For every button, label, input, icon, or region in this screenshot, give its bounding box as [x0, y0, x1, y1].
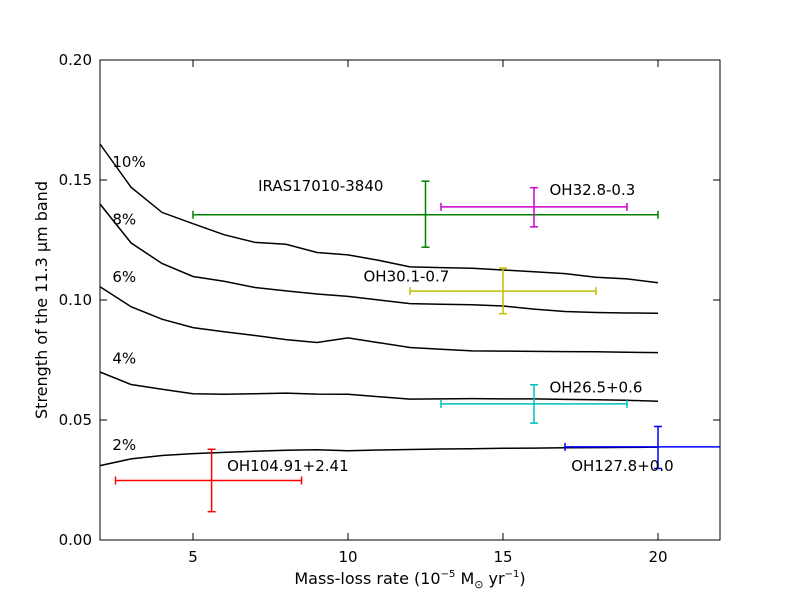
point-oh30-1-0-7: OH30.1-0.7	[364, 267, 597, 315]
curve-label: 4%	[112, 350, 136, 368]
x-axis-title: Mass-loss rate (10−5 M⊙ yr−1)	[294, 569, 525, 591]
point-oh32-8-0-3: OH32.8-0.3	[440, 181, 636, 228]
point-oh104-91-2-41: OH104.91+2.41	[114, 448, 349, 513]
curve-label: 10%	[112, 153, 145, 171]
point-oh127-8-0-0: OH127.8+0.0	[564, 425, 720, 475]
x-axis-title-main: Mass-loss rate (10	[294, 569, 440, 588]
x-axis-title-exponent: −5	[441, 569, 456, 580]
curve-8pct	[99, 203, 659, 314]
x-axis-title-sun-symbol: ⊙	[474, 578, 483, 591]
curve-label: 2%	[112, 436, 136, 454]
curve-label: 6%	[112, 268, 136, 286]
x-tick-label: 15	[493, 548, 512, 566]
x-axis-title-close: )	[519, 569, 525, 588]
curve-label: 8%	[112, 210, 136, 228]
point-label: OH127.8+0.0	[571, 457, 673, 475]
axes: 5 10 15 20 0.00 0.05 0.10 0.15 0.20	[59, 51, 720, 566]
point-label: IRAS17010-3840	[258, 177, 383, 195]
curve-10pct	[99, 143, 659, 284]
x-axis-title-yr-exponent: −1	[505, 569, 520, 580]
x-axis-title-unit: M	[455, 569, 474, 588]
point-label: OH30.1-0.7	[364, 267, 450, 285]
x-tick-label: 10	[338, 548, 357, 566]
y-tick-label: 0.05	[59, 411, 92, 429]
point-label: OH32.8-0.3	[550, 181, 636, 199]
x-tick-label: 20	[648, 548, 667, 566]
curve-6pct	[99, 286, 659, 354]
y-tick-label: 0.00	[59, 531, 92, 549]
y-tick-label: 0.10	[59, 291, 92, 309]
curve-4pct	[99, 371, 659, 403]
observed-points: IRAS17010-3840 OH32.8-0.3 OH30.1-0.7 OH26.5…	[114, 177, 720, 513]
x-axis-title-yr: yr	[483, 569, 505, 588]
x-tick-label: 5	[188, 548, 198, 566]
model-curves: 10% 8% 6% 4% 2%	[99, 143, 659, 467]
point-label: OH26.5+0.6	[550, 378, 643, 396]
y-tick-label: 0.20	[59, 51, 92, 69]
point-oh26-5-0-6: OH26.5+0.6	[440, 378, 643, 424]
point-iras17010-3840: IRAS17010-3840	[192, 177, 659, 248]
y-tick-label: 0.15	[59, 171, 92, 189]
y-axis-title: Strength of the 11.3 μm band	[32, 181, 51, 419]
point-label: OH104.91+2.41	[227, 457, 349, 475]
